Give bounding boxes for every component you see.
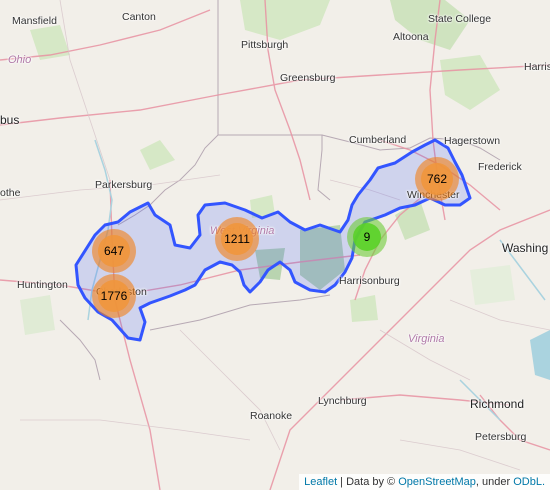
place-label-columbus: bus (0, 113, 20, 127)
place-label-altoona: Altoona (393, 31, 429, 43)
place-label-petersburg: Petersburg (475, 431, 527, 443)
cluster-marker[interactable]: 647 (92, 229, 136, 273)
attribution-text: , under (475, 476, 514, 488)
attribution-text: | Data by © (337, 476, 399, 488)
cluster-marker[interactable]: 9 (347, 217, 387, 257)
odbl-link[interactable]: ODbL. (513, 476, 545, 488)
place-label-roanoke: Roanoke (250, 410, 293, 422)
place-label-mansfield: Mansfield (12, 15, 57, 27)
place-label-canton: Canton (122, 11, 156, 23)
openstreetmap-link[interactable]: OpenStreetMap (398, 476, 476, 488)
cluster-count: 647 (98, 235, 130, 267)
map-attribution: Leaflet | Data by © OpenStreetMap, under… (299, 474, 550, 490)
cluster-marker[interactable]: 762 (415, 157, 459, 201)
place-label-huntington: Huntington (17, 279, 68, 291)
place-label-richmond: Richmond (470, 397, 525, 411)
place-label-parkersburg: Parkersburg (95, 179, 153, 191)
place-label-frederick: Frederick (478, 161, 522, 173)
cluster-count: 1211 (221, 223, 253, 255)
place-label-lynchburg: Lynchburg (318, 395, 367, 407)
place-label-pittsburgh: Pittsburgh (241, 39, 289, 51)
place-label-athens: othe (0, 187, 21, 199)
state-label-ohio: Ohio (8, 54, 32, 66)
place-label-hagerstown: Hagerstown (444, 135, 501, 147)
place-label-state-college: State College (428, 13, 492, 25)
place-label-greensburg: Greensburg (280, 72, 336, 84)
cluster-count: 1776 (98, 280, 130, 312)
place-label-harrisonburg: Harrisonburg (339, 275, 400, 287)
place-label-cumberland: Cumberland (349, 134, 407, 146)
state-label-virginia: Virginia (408, 333, 445, 345)
cluster-marker[interactable]: 1211 (215, 217, 259, 261)
cluster-count: 762 (421, 163, 453, 195)
cluster-marker[interactable]: 1776 (92, 274, 136, 318)
leaflet-link[interactable]: Leaflet (304, 476, 338, 488)
place-label-washington: Washing (502, 241, 549, 255)
service-area-polygon[interactable] (74, 138, 472, 342)
place-label-harrisburg: Harris (524, 61, 550, 73)
cluster-count: 9 (353, 223, 381, 251)
